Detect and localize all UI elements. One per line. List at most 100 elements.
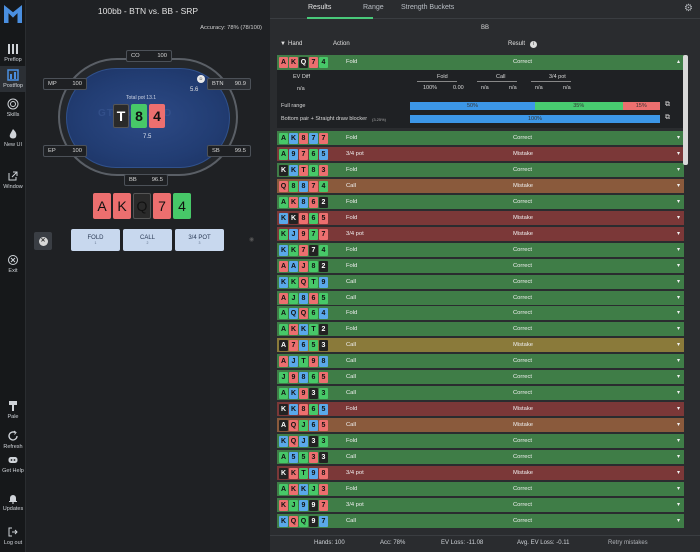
info-icon[interactable]: i	[530, 41, 537, 48]
chevron-down-icon[interactable]: ▾	[676, 485, 680, 492]
row-result: Mistake	[513, 469, 533, 476]
hand-card: J	[289, 356, 298, 368]
tab-strength-buckets[interactable]: Strength Buckets	[401, 4, 455, 11]
hand-card: Q	[289, 308, 298, 320]
chevron-down-icon[interactable]: ▾	[676, 150, 680, 157]
table-row[interactable]: K J 9 7 7 3/4 pot Mistake ▾	[277, 225, 684, 241]
chevron-down-icon[interactable]: ▾	[676, 166, 680, 173]
sort-caret-icon[interactable]: ▼	[280, 41, 286, 47]
table-row[interactable]: A Q Q 6 4 Fold Correct ▾	[277, 305, 684, 321]
table-row[interactable]: A K 9 3 3 Call Correct ▾	[277, 385, 684, 401]
external-link-icon[interactable]: ⧉	[665, 101, 670, 108]
table-row[interactable]: K J 9 9 7 3/4 pot Correct ▾	[277, 496, 684, 512]
scrollbar-thumb[interactable]	[683, 55, 688, 165]
chevron-down-icon[interactable]: ▾	[676, 358, 680, 365]
table-row[interactable]: A K 8 6 2 Fold Correct ▾	[277, 193, 684, 209]
chevron-down-icon[interactable]: ▾	[676, 517, 680, 524]
table-row[interactable]: A K K J 3 Fold Correct ▾	[277, 480, 684, 496]
chevron-down-icon[interactable]: ▾	[676, 390, 680, 397]
table-row[interactable]: A J 8 6 5 Call Correct ▾	[277, 289, 684, 305]
table-row[interactable]: A 5 5 3 3 Call Correct ▾	[277, 449, 684, 464]
header-hand[interactable]: Hand	[288, 41, 303, 47]
hand-card: 5	[319, 404, 328, 416]
sidebar-item-logout[interactable]: Log out	[0, 524, 26, 548]
chevron-down-icon[interactable]: ▾	[676, 198, 680, 205]
row-action: Call	[346, 454, 356, 460]
chevron-down-icon[interactable]: ▾	[676, 454, 680, 460]
tab-results[interactable]: Results	[308, 4, 332, 11]
table-row[interactable]: A Q J 6 5 Call Mistake ▾	[277, 417, 684, 433]
chevron-down-icon[interactable]: ▾	[676, 501, 680, 508]
eye-icon[interactable]: ◉	[249, 237, 255, 243]
fold-button[interactable]: FOLD 1	[71, 229, 120, 251]
table-row[interactable]: K K T 9 8 3/4 pot Mistake ▾	[277, 464, 684, 480]
table-row[interactable]: K K T 8 3 Fold Correct ▾	[277, 161, 684, 177]
sidebar-item-label: Get Help	[2, 468, 24, 474]
sidebar-item-refresh[interactable]: Refresh	[0, 428, 26, 452]
table-row[interactable]: J 9 8 6 5 Call Correct ▾	[277, 369, 684, 385]
table-row[interactable]: K K 7 7 4 Fold Correct ▾	[277, 241, 684, 257]
sidebar-item-label: Preflop	[4, 57, 22, 63]
fold-ev: 0.00	[453, 85, 464, 91]
sidebar-item-skills[interactable]: Skills	[0, 96, 26, 120]
chevron-down-icon[interactable]: ▾	[676, 246, 680, 253]
bet-button[interactable]: 3/4 POT 3	[175, 229, 224, 251]
table-row[interactable]: A 7 6 5 3 Call Mistake ▾	[277, 337, 684, 353]
table-row[interactable]: K Q Q 9 7 Call Correct ▾	[277, 512, 684, 528]
bet-ev: n/a	[563, 85, 571, 91]
chevron-down-icon[interactable]: ▾	[676, 310, 680, 317]
chevron-down-icon[interactable]: ▾	[676, 422, 680, 429]
chevron-down-icon[interactable]: ▾	[676, 374, 680, 381]
sidebar-item-exit[interactable]: Exit	[0, 252, 26, 276]
table-row[interactable]: A 9 7 6 5 3/4 pot Mistake ▾	[277, 145, 684, 161]
logo-icon[interactable]	[4, 5, 22, 23]
chevron-down-icon[interactable]: ▾	[676, 278, 680, 285]
chevron-down-icon[interactable]: ▾	[676, 438, 680, 445]
sidebar-item-new-ui[interactable]: New UI	[0, 126, 26, 150]
table-row[interactable]: A K Q 7 4 Fold Correct ▴	[277, 55, 684, 70]
chevron-up-icon[interactable]: ▴	[676, 59, 680, 65]
chevron-down-icon[interactable]: ▾	[676, 214, 680, 221]
brush-icon	[9, 401, 17, 411]
header-result: Result	[508, 41, 526, 47]
sidebar-item-preflop[interactable]: Preflop	[0, 40, 26, 64]
call-button[interactable]: CALL 2	[123, 229, 172, 251]
table-row[interactable]: K K 8 6 5 Fold Mistake ▾	[277, 209, 684, 225]
sidebar-item-get-help[interactable]: Get Help	[0, 452, 26, 476]
chevron-down-icon[interactable]: ▾	[676, 326, 680, 333]
table-row[interactable]: A K K T 2 Fold Correct ▾	[277, 321, 684, 337]
retry-mistakes-button[interactable]: Retry mistakes	[608, 540, 648, 546]
hand-card: 3	[309, 436, 318, 448]
chevron-down-icon[interactable]: ▾	[676, 294, 680, 301]
chevron-down-icon[interactable]: ▾	[676, 182, 680, 189]
sidebar-item-pale[interactable]: Pale	[0, 398, 26, 422]
tab-range[interactable]: Range	[363, 4, 384, 11]
gear-icon[interactable]: ⚙	[684, 3, 693, 14]
chevron-down-icon[interactable]: ▾	[676, 342, 680, 349]
close-button[interactable]: ✕	[34, 232, 52, 250]
table-row[interactable]: Q 8 8 7 4 Call Mistake ▾	[277, 177, 684, 193]
hand-card: 9	[309, 515, 318, 527]
chevron-down-icon[interactable]: ▾	[676, 469, 680, 476]
table-row[interactable]: A A J 8 2 Fold Correct ▾	[277, 257, 684, 273]
chevron-down-icon[interactable]: ▾	[676, 135, 680, 141]
table-row[interactable]: K Q J 3 3 Fold Correct ▾	[277, 433, 684, 449]
chevron-down-icon[interactable]: ▾	[676, 406, 680, 413]
hand-card: 6	[299, 340, 308, 352]
sidebar-item-updates[interactable]: Updates	[0, 490, 26, 514]
table-row[interactable]: A J T 9 8 Call Correct ▾	[277, 353, 684, 369]
sidebar-item-window[interactable]: Window	[0, 168, 26, 192]
external-link-icon[interactable]: ⧉	[665, 114, 670, 121]
chevron-down-icon[interactable]: ▾	[676, 262, 680, 269]
chevron-down-icon[interactable]: ▾	[676, 230, 680, 237]
table-row[interactable]: K K Q T 9 Call Correct ▾	[277, 273, 684, 289]
row-result: Correct	[513, 358, 533, 365]
table-row[interactable]: A K 8 7 7 Fold Correct ▾	[277, 130, 684, 145]
dealer-button-icon: D	[197, 75, 205, 83]
sidebar-item-postflop[interactable]: Postflop	[0, 66, 26, 92]
accuracy-label: Accuracy: 78% (78/100)	[200, 25, 262, 31]
table-row[interactable]: K K 8 6 5 Fold Mistake ▾	[277, 401, 684, 417]
sidebar-item-label: Updates	[2, 506, 24, 512]
